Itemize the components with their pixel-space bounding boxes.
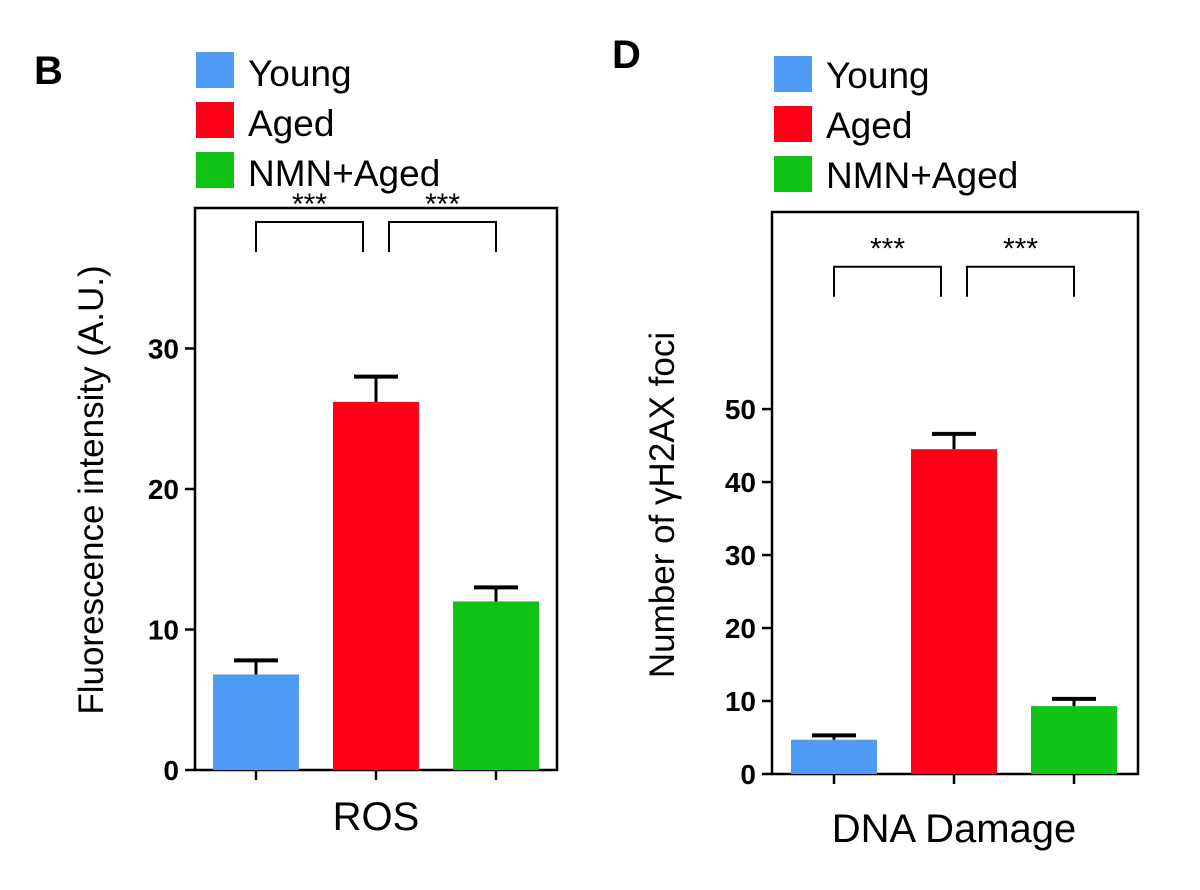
y-tick-label: 0 <box>740 759 756 790</box>
legend-swatch-nmn-aged <box>774 156 812 192</box>
y-axis-label: Fluorescence intensity (A.U.) <box>72 265 111 714</box>
significance-bracket <box>833 265 942 297</box>
bar-young <box>213 674 299 770</box>
legend-swatch-aged <box>774 106 812 142</box>
legend-label-nmn-aged: NMN+Aged <box>248 153 440 194</box>
legend-label-young: Young <box>248 53 352 94</box>
y-tick-label: 10 <box>148 615 179 646</box>
bar-nmn-aged <box>1031 706 1117 774</box>
bar-nmn-aged <box>453 601 539 770</box>
legend-label-aged: Aged <box>248 103 334 144</box>
y-tick-label: 20 <box>148 474 179 505</box>
panel-label: D <box>612 33 641 77</box>
y-tick-label: 40 <box>725 467 756 498</box>
significance-label: *** <box>1003 233 1038 266</box>
y-tick-label: 10 <box>725 686 756 717</box>
y-tick-label: 30 <box>148 334 179 365</box>
legend: Young Aged NMN+Aged <box>774 55 1018 196</box>
panel-b: B Young Aged NMN+Aged 0 10 20 30 *** *** Flu… <box>34 49 559 839</box>
significance-label: *** <box>292 188 327 221</box>
panel-label: B <box>34 49 63 93</box>
bars <box>213 374 539 780</box>
significance-bracket <box>966 265 1075 297</box>
legend-swatch-nmn-aged <box>196 152 234 188</box>
x-axis-label: ROS <box>333 795 420 839</box>
significance-brackets: *** *** <box>833 233 1075 297</box>
y-tick-label: 0 <box>163 755 179 786</box>
significance-label: *** <box>870 233 905 266</box>
y-tick-label: 50 <box>725 394 756 425</box>
y-axis: 0 10 20 30 <box>148 334 195 786</box>
significance-label: *** <box>425 188 460 221</box>
y-tick-label: 20 <box>725 613 756 644</box>
legend-swatch-aged <box>196 102 234 138</box>
x-axis-label: DNA Damage <box>832 807 1077 851</box>
legend-swatch-young <box>196 52 234 88</box>
significance-brackets: *** *** <box>255 188 497 253</box>
legend-label-young: Young <box>826 55 930 96</box>
y-tick-label: 30 <box>725 540 756 571</box>
significance-bracket <box>255 221 364 253</box>
y-axis-label: Number of γH2AX foci <box>643 332 682 678</box>
legend-label-nmn-aged: NMN+Aged <box>826 155 1018 196</box>
bars <box>791 431 1117 784</box>
legend-swatch-young <box>774 56 812 92</box>
bar-aged <box>911 449 997 774</box>
significance-bracket <box>388 221 497 253</box>
bar-aged <box>333 401 419 770</box>
legend: Young Aged NMN+Aged <box>196 52 440 194</box>
legend-label-aged: Aged <box>826 105 912 146</box>
bar-young <box>791 739 877 774</box>
y-axis: 0 10 20 30 40 50 <box>725 394 772 790</box>
